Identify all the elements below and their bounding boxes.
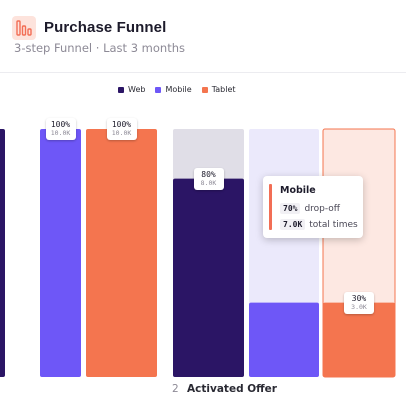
value-label-count: 10.0K bbox=[50, 129, 71, 137]
value-label-percent: 80% bbox=[201, 169, 216, 179]
value-label-step2-tablet: 30% 3.0K bbox=[344, 291, 374, 314]
legend-item-tablet[interactable]: Tablet bbox=[201, 85, 236, 94]
tooltip-dropoff-row: 70% drop-off bbox=[280, 203, 340, 214]
funnel-bars-icon bbox=[12, 16, 36, 40]
legend-swatch-mobile bbox=[155, 86, 162, 93]
value-label-percent: 100% bbox=[111, 120, 132, 129]
value-label-percent: 30% bbox=[351, 293, 367, 303]
bar-step2-web[interactable] bbox=[173, 178, 244, 377]
tooltip-dropoff-label: drop-off bbox=[304, 203, 341, 214]
chart-legend: Web Mobile Tablet bbox=[118, 85, 236, 94]
value-label-percent: 100% bbox=[50, 120, 71, 129]
tooltip-title: Mobile bbox=[280, 185, 316, 196]
legend-label-mobile: Mobile bbox=[165, 85, 192, 94]
tooltip-total-value: 7.0K bbox=[280, 219, 306, 230]
page-title: Purchase Funnel bbox=[44, 19, 167, 36]
step-name: Activated Offer bbox=[187, 383, 277, 395]
bar-step2-tablet[interactable] bbox=[323, 302, 395, 377]
legend-swatch-tablet bbox=[201, 86, 208, 93]
value-label-count: 3.0K bbox=[351, 302, 367, 311]
bar-step2-mobile[interactable] bbox=[249, 302, 319, 377]
legend-label-web: Web bbox=[128, 85, 146, 94]
bar-step1-tablet[interactable] bbox=[86, 129, 157, 377]
step-footer: 2 Activated Offer bbox=[172, 383, 277, 395]
bar-step1-mobile[interactable] bbox=[40, 129, 81, 377]
header-divider bbox=[0, 72, 406, 73]
legend-item-mobile[interactable]: Mobile bbox=[155, 85, 192, 94]
page-subtitle: 3-step Funnel · Last 3 months bbox=[14, 41, 185, 55]
tooltip-accent-bar bbox=[269, 184, 272, 230]
legend-label-tablet: Tablet bbox=[211, 85, 236, 94]
value-label-step2-web: 80% 8.0K bbox=[193, 167, 224, 190]
value-label-count: 8.0K bbox=[200, 178, 217, 187]
legend-item-web[interactable]: Web bbox=[118, 85, 145, 94]
bar-step1-web[interactable] bbox=[0, 129, 5, 377]
value-label-step1-mobile: 100% 10.0K bbox=[45, 118, 76, 140]
tooltip-total-row: 7.0K total times bbox=[280, 219, 358, 230]
chart-header: Purchase Funnel 3-step Funnel · Last 3 m… bbox=[0, 0, 406, 72]
tooltip-dropoff-value: 70% bbox=[280, 203, 301, 214]
tooltip-total-label: total times bbox=[309, 219, 358, 230]
step-number: 2 bbox=[172, 383, 179, 395]
legend-swatch-web bbox=[118, 86, 124, 93]
value-label-count: 10.0K bbox=[111, 129, 132, 137]
tooltip: Mobile 70% drop-off 7.0K total times bbox=[263, 176, 363, 238]
value-label-step1-tablet: 100% 10.0K bbox=[106, 118, 137, 140]
